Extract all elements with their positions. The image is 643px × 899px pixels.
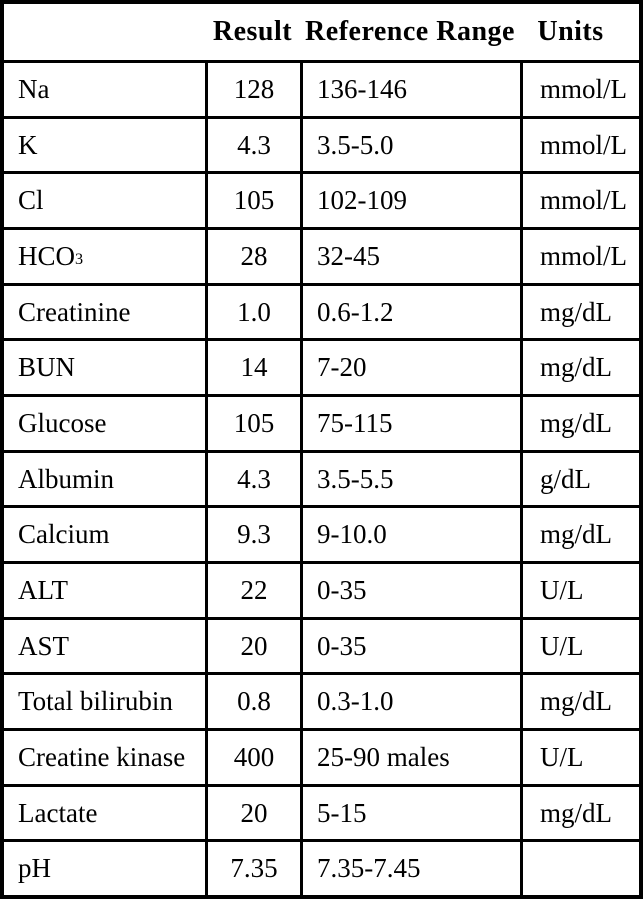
table-row: AST 20 0-35 U/L <box>4 619 639 676</box>
test-name-cell: pH <box>4 842 205 895</box>
test-name-cell: Lactate <box>4 787 205 840</box>
table-row: Cl 105 102-109 mmol/L <box>4 174 639 231</box>
test-name-text: BUN <box>18 352 76 383</box>
reference-range-cell: 75-115 <box>300 397 520 450</box>
header-units: Units <box>537 16 604 47</box>
reference-range-cell: 9-10.0 <box>300 508 520 562</box>
test-name-cell: Creatine kinase <box>4 731 205 784</box>
test-name-text: pH <box>18 853 51 884</box>
result-cell: 0.8 <box>205 675 300 729</box>
reference-range-cell: 0-35 <box>300 564 520 617</box>
table-row: Calcium 9.3 9-10.0 mg/dL <box>4 508 639 565</box>
reference-range-cell: 0.6-1.2 <box>300 285 520 339</box>
test-name-text: Creatine kinase <box>18 741 186 772</box>
units-cell: g/dL <box>520 452 639 506</box>
table-body: Na 128 136-146 mmol/L K 4.3 3.5-5.0 mmol… <box>4 63 639 896</box>
reference-range-cell: 5-15 <box>300 786 520 840</box>
test-name-cell: Total bilirubin <box>4 675 205 728</box>
test-name-cell: Albumin <box>4 453 205 506</box>
result-cell: 28 <box>205 230 300 283</box>
table-row: Creatinine 1.0 0.6-1.2 mg/dL <box>4 285 639 342</box>
result-cell: 9.3 <box>205 508 300 562</box>
result-cell: 128 <box>205 63 300 116</box>
units-cell: mg/dL <box>520 341 639 395</box>
test-name-cell: AST <box>4 620 205 673</box>
test-name-text: Calcium <box>18 519 110 550</box>
table-row: K 4.3 3.5-5.0 mmol/L <box>4 118 639 175</box>
test-name-text: Glucose <box>18 407 107 438</box>
result-cell: 105 <box>205 397 300 450</box>
reference-range-cell: 3.5-5.5 <box>300 452 520 506</box>
test-name-cell: Calcium <box>4 508 205 561</box>
result-cell: 22 <box>205 564 300 617</box>
test-name-cell: ALT <box>4 564 205 617</box>
test-name-text: Lactate <box>18 797 98 828</box>
table-header-row: Result Reference Range Units <box>4 4 639 63</box>
result-cell: 20 <box>205 786 300 840</box>
test-name-cell: Cl <box>4 174 205 227</box>
header-result: Result <box>212 16 293 47</box>
table-row: Creatine kinase 400 25-90 males U/L <box>4 731 639 787</box>
reference-range-cell: 0.3-1.0 <box>300 675 520 729</box>
result-cell: 105 <box>205 174 300 228</box>
units-cell: mg/dL <box>520 508 639 562</box>
test-name-text: Albumin <box>18 463 115 494</box>
test-name-cell: HCO 3 <box>18 240 84 271</box>
result-cell: 7.35 <box>205 842 300 896</box>
units-cell: mg/dL <box>520 675 639 729</box>
result-cell: 4.3 <box>205 118 300 172</box>
units-cell: U/L <box>520 564 639 617</box>
result-cell: 20 <box>205 619 300 673</box>
units-cell: mg/dL <box>520 786 639 840</box>
units-cell: mmol/L <box>520 118 639 172</box>
test-name-cell: BUN <box>4 341 205 394</box>
units-cell: mg/dL <box>520 397 639 450</box>
test-name-cell: Glucose <box>4 397 205 450</box>
test-name-text: Creatinine <box>18 296 131 327</box>
result-cell: 1.0 <box>205 285 300 339</box>
test-name-text: Cl <box>18 185 44 216</box>
reference-range-cell: 7.35-7.45 <box>300 842 520 896</box>
reference-range-cell: 7-20 <box>300 341 520 395</box>
table-row: pH 7.35 7.35-7.45 <box>4 842 639 896</box>
header-reference-range: Reference Range <box>305 16 515 47</box>
reference-range-cell: 3.5-5.0 <box>300 118 520 172</box>
table-row: Albumin 4.3 3.5-5.5 g/dL <box>4 452 639 509</box>
table-row: Na 128 136-146 mmol/L <box>4 63 639 119</box>
test-name-text: HCO <box>18 240 76 271</box>
reference-range-cell: 102-109 <box>300 174 520 228</box>
test-name-cell: Na <box>4 63 205 116</box>
test-name-cell: K <box>4 119 205 172</box>
table-row: Glucose 105 75-115 mg/dL <box>4 397 639 453</box>
result-cell: 4.3 <box>205 452 300 506</box>
reference-range-cell: 136-146 <box>300 63 520 116</box>
table-row: Lactate 20 5-15 mg/dL <box>4 786 639 843</box>
units-cell <box>520 842 639 896</box>
units-cell: U/L <box>520 731 639 784</box>
units-cell: mg/dL <box>520 285 639 339</box>
result-cell: 400 <box>205 731 300 784</box>
test-name-text: AST <box>18 630 70 661</box>
test-name-text: Na <box>18 73 50 104</box>
table-row: HCO 3 28 32-45 mmol/L <box>4 230 639 286</box>
reference-range-cell: 32-45 <box>300 230 520 283</box>
test-name-cell: Creatinine <box>4 286 205 339</box>
result-cell: 14 <box>205 341 300 395</box>
reference-range-cell: 25-90 males <box>300 731 520 784</box>
units-cell: U/L <box>520 619 639 673</box>
units-cell: mmol/L <box>520 63 639 116</box>
test-name-text: K <box>18 129 38 160</box>
table-row: Total bilirubin 0.8 0.3-1.0 mg/dL <box>4 675 639 732</box>
units-cell: mmol/L <box>520 174 639 228</box>
units-cell: mmol/L <box>520 230 639 283</box>
table-row: BUN 14 7-20 mg/dL <box>4 341 639 398</box>
table-row: ALT 22 0-35 U/L <box>4 564 639 620</box>
test-name-text: Total bilirubin <box>18 686 173 717</box>
reference-range-cell: 0-35 <box>300 619 520 673</box>
test-name-text: ALT <box>18 574 69 605</box>
